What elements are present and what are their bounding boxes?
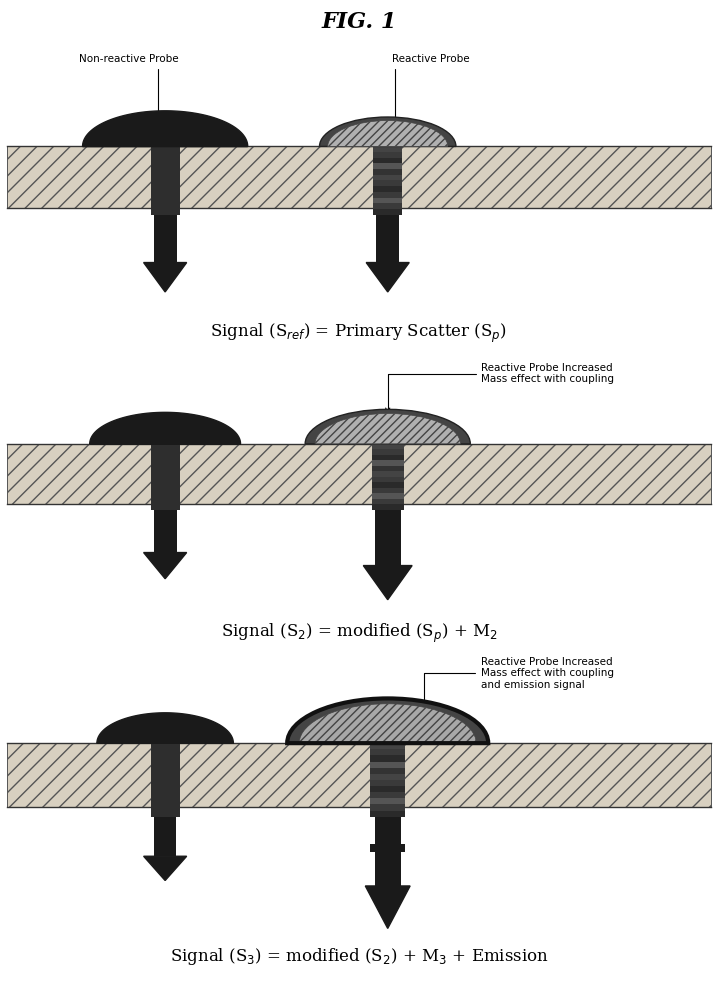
- Polygon shape: [363, 565, 412, 600]
- Bar: [370, 843, 405, 851]
- Bar: [370, 792, 405, 798]
- Polygon shape: [83, 111, 248, 146]
- Bar: [373, 203, 402, 208]
- Bar: [372, 449, 404, 455]
- Bar: [373, 152, 402, 157]
- Polygon shape: [144, 552, 187, 579]
- Polygon shape: [90, 412, 241, 444]
- Bar: [372, 466, 404, 471]
- Bar: [373, 186, 402, 192]
- Bar: [370, 774, 405, 780]
- Wedge shape: [320, 117, 456, 146]
- Text: Non-reactive Probe: Non-reactive Probe: [80, 53, 179, 118]
- Bar: [370, 804, 405, 811]
- Bar: [373, 208, 402, 214]
- Polygon shape: [144, 262, 187, 292]
- Bar: [373, 192, 402, 198]
- Wedge shape: [299, 704, 476, 743]
- Bar: [372, 471, 404, 477]
- Bar: [151, 146, 180, 214]
- Text: Reactive Probe: Reactive Probe: [392, 53, 470, 122]
- Polygon shape: [144, 856, 187, 881]
- Bar: [370, 743, 405, 749]
- Text: Reactive Probe Increased
Mass effect with coupling
and emission signal: Reactive Probe Increased Mass effect wit…: [421, 657, 614, 713]
- Bar: [376, 214, 399, 262]
- Bar: [372, 504, 404, 510]
- Bar: [370, 768, 405, 774]
- Bar: [373, 146, 402, 152]
- Text: FIG. 1: FIG. 1: [322, 11, 396, 33]
- Wedge shape: [305, 409, 470, 444]
- Bar: [375, 510, 401, 565]
- Bar: [7, 146, 711, 208]
- Wedge shape: [287, 698, 488, 743]
- Bar: [372, 483, 404, 488]
- Wedge shape: [327, 121, 448, 146]
- Text: Signal (S$_{3}$) = modified (S$_{2}$) + M$_{3}$ + Emission: Signal (S$_{3}$) = modified (S$_{2}$) + …: [169, 946, 549, 967]
- Polygon shape: [97, 713, 233, 743]
- Polygon shape: [366, 262, 409, 292]
- Polygon shape: [365, 886, 410, 928]
- Bar: [373, 169, 402, 175]
- Bar: [375, 817, 401, 886]
- Bar: [370, 755, 405, 762]
- Bar: [370, 838, 405, 840]
- Bar: [370, 831, 405, 835]
- Wedge shape: [315, 414, 460, 444]
- Bar: [370, 811, 405, 817]
- Bar: [7, 444, 711, 503]
- Bar: [372, 444, 404, 449]
- Bar: [373, 163, 402, 169]
- Bar: [370, 749, 405, 755]
- Text: Signal (S$_{ref}$) = Primary Scatter (S$_{p}$): Signal (S$_{ref}$) = Primary Scatter (S$…: [210, 321, 508, 345]
- Bar: [154, 214, 177, 262]
- Bar: [372, 477, 404, 483]
- Bar: [370, 798, 405, 804]
- Text: Signal (S$_{2}$) = modified (S$_{p}$) + M$_{2}$: Signal (S$_{2}$) = modified (S$_{p}$) + …: [220, 621, 498, 645]
- Bar: [372, 488, 404, 493]
- Bar: [154, 510, 177, 552]
- Bar: [373, 157, 402, 163]
- Bar: [154, 817, 176, 856]
- Bar: [370, 762, 405, 768]
- Bar: [372, 455, 404, 460]
- Bar: [372, 498, 404, 504]
- Bar: [373, 181, 402, 186]
- Bar: [151, 743, 180, 817]
- Bar: [372, 460, 404, 466]
- Bar: [372, 493, 404, 498]
- Text: Reactive Probe Increased
Mass effect with coupling: Reactive Probe Increased Mass effect wit…: [386, 363, 614, 412]
- Bar: [151, 444, 180, 510]
- Bar: [373, 175, 402, 181]
- Bar: [370, 780, 405, 786]
- Bar: [7, 743, 711, 807]
- Bar: [370, 786, 405, 792]
- Bar: [373, 198, 402, 203]
